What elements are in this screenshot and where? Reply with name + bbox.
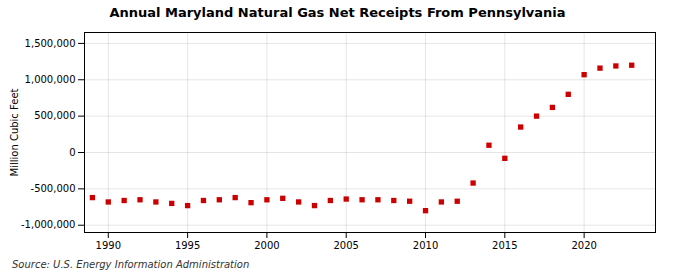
svg-text:1,000,000: 1,000,000 bbox=[25, 74, 76, 85]
svg-text:2015: 2015 bbox=[492, 240, 517, 251]
svg-text:500,000: 500,000 bbox=[34, 110, 75, 121]
html-text:Annual Maryland Natural Gas Ne: Annual Maryland Natural Gas Net Receipts… bbox=[109, 5, 566, 20]
svg-text:1,500,000: 1,500,000 bbox=[25, 38, 76, 49]
svg-text:1995: 1995 bbox=[175, 240, 200, 251]
svg-text:Million Cubic Feet: Million Cubic Feet bbox=[9, 88, 20, 176]
html-text:Source: U.S. Energy Informatio: Source: U.S. Energy Information Administ… bbox=[12, 259, 250, 270]
svg-text:2010: 2010 bbox=[413, 240, 438, 251]
svg-text:-500,000: -500,000 bbox=[31, 183, 76, 194]
svg-text:0: 0 bbox=[69, 147, 75, 158]
svg-text:-1,000,000: -1,000,000 bbox=[21, 219, 76, 230]
svg-text:2005: 2005 bbox=[333, 240, 358, 251]
svg-text:2020: 2020 bbox=[571, 240, 596, 251]
svg-text:1990: 1990 bbox=[96, 240, 121, 251]
svg-text:2000: 2000 bbox=[254, 240, 279, 251]
